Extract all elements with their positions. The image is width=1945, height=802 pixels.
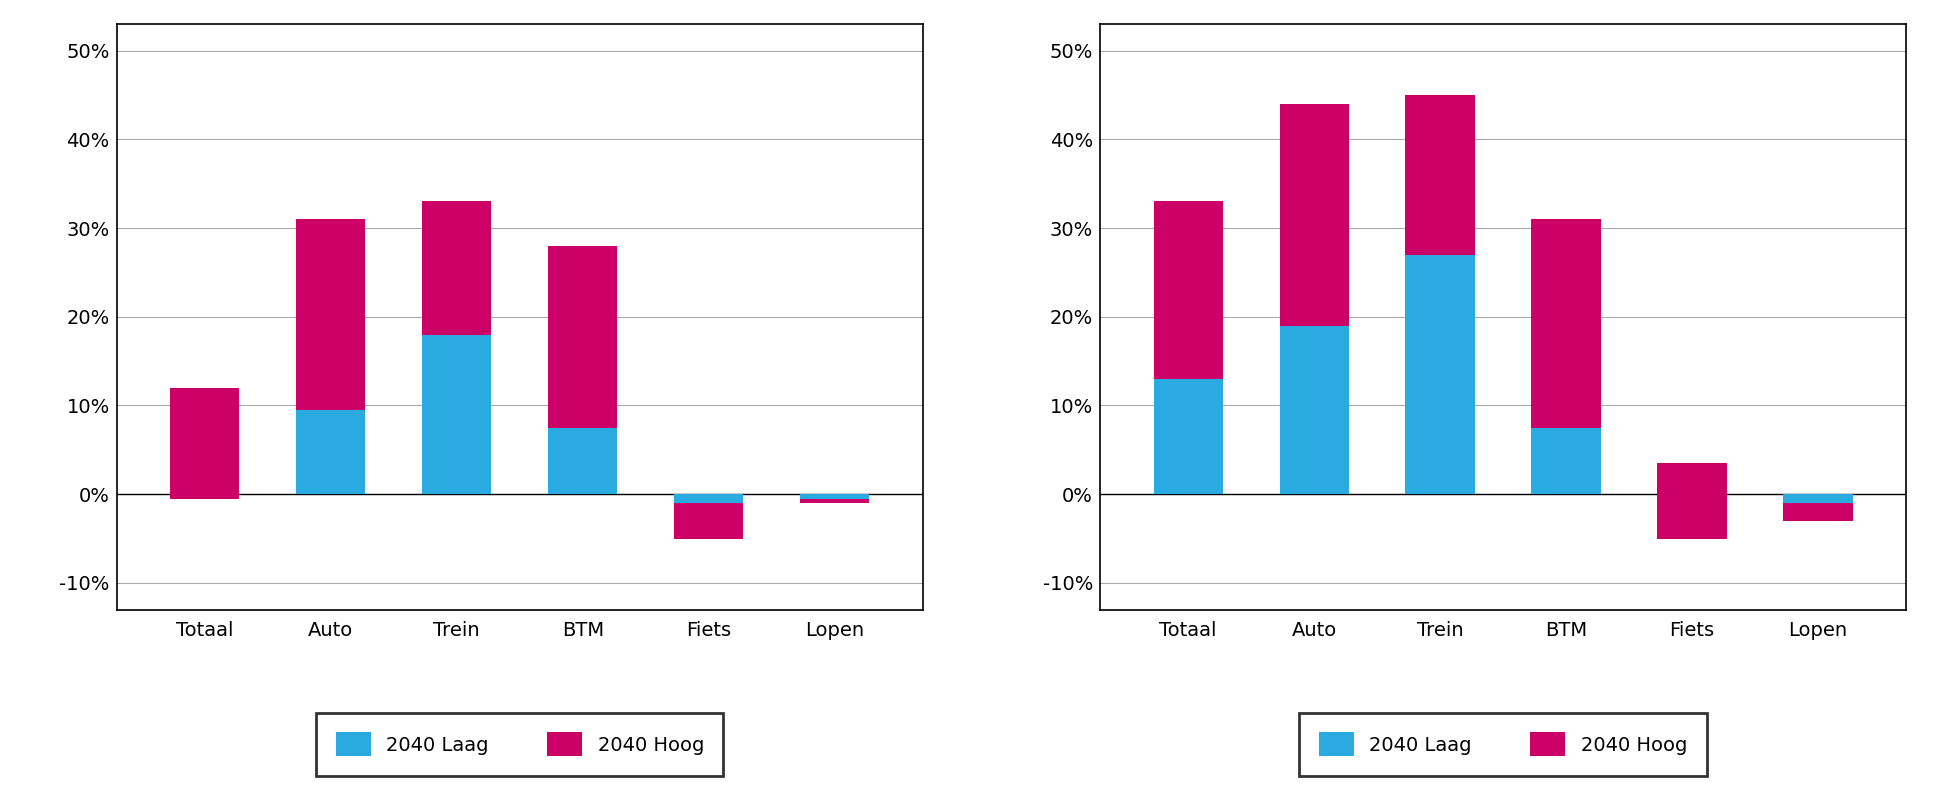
Bar — [1784, 494, 1852, 520]
Bar — [1280, 326, 1348, 494]
Bar — [1406, 95, 1474, 255]
Bar — [1657, 464, 1727, 494]
Bar — [296, 219, 366, 410]
Bar — [548, 427, 617, 494]
Legend: 2040 Laag, 2040 Hoog: 2040 Laag, 2040 Hoog — [317, 713, 724, 776]
Bar — [1784, 503, 1852, 520]
Bar — [1657, 494, 1727, 539]
Bar — [1531, 427, 1601, 494]
Bar — [675, 503, 743, 539]
Bar — [548, 246, 617, 427]
Bar — [422, 334, 492, 494]
Bar — [1406, 255, 1474, 494]
Bar — [296, 410, 366, 494]
Bar — [171, 494, 239, 499]
Bar — [1657, 494, 1727, 539]
Bar — [675, 494, 743, 539]
Bar — [1153, 201, 1223, 379]
Bar — [171, 387, 239, 494]
Legend: 2040 Laag, 2040 Hoog: 2040 Laag, 2040 Hoog — [1299, 713, 1706, 776]
Bar — [799, 499, 869, 503]
Bar — [799, 494, 869, 503]
Bar — [1153, 379, 1223, 494]
Bar — [1531, 219, 1601, 427]
Bar — [422, 201, 492, 334]
Bar — [1280, 104, 1348, 326]
Bar — [171, 494, 239, 499]
